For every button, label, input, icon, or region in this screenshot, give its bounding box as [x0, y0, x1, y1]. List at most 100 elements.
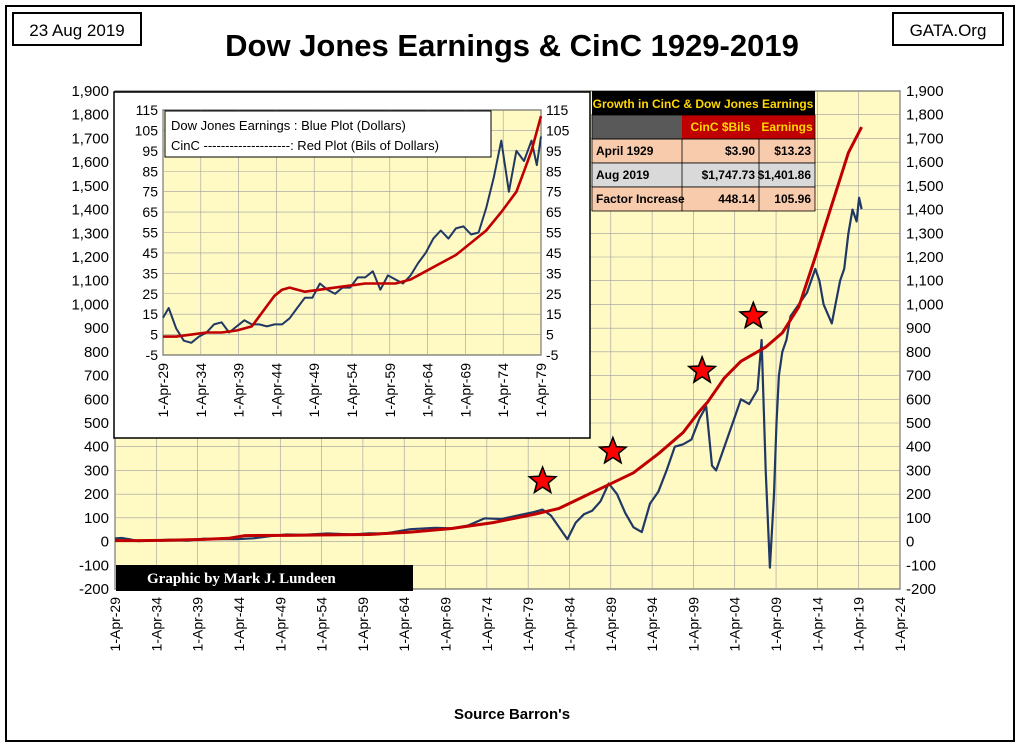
y-tick-label-left: -100 [79, 557, 109, 574]
chart-title: Dow Jones Earnings & CinC 1929-2019 [225, 28, 799, 63]
y-tick-label-right: 1,800 [906, 107, 944, 124]
y-tick-label-right: 1,200 [906, 249, 944, 266]
site-label: GATA.Org [892, 12, 1004, 46]
y-tick-label-left: 1,100 [71, 273, 109, 290]
x-tick-label: 1-Apr-09 [768, 597, 784, 652]
table-header-cinc-bg [682, 115, 759, 139]
x-tick-label: 1-Apr-49 [272, 597, 288, 652]
inset-y-tick-label-right: 75 [546, 184, 562, 200]
credit-text: Graphic by Mark J. Lundeen [147, 571, 336, 587]
table-header-earnings: Earnings [761, 120, 813, 134]
inset-y-tick-label-left: 45 [142, 245, 158, 261]
y-tick-label-right: 200 [906, 486, 931, 503]
x-tick-label: 1-Apr-79 [520, 597, 536, 652]
inset-y-tick-label-left: 55 [142, 225, 158, 241]
inset-x-tick-label: 1-Apr-74 [495, 363, 511, 418]
x-tick-label: 1-Apr-24 [892, 597, 908, 652]
inset-y-tick-label-right: -5 [546, 347, 559, 363]
inset-x-tick-label: 1-Apr-49 [306, 363, 322, 418]
table-row-label: Aug 2019 [596, 168, 650, 182]
inset-legend-cinc: CinC --------------------: Red Plot (Bil… [171, 138, 439, 153]
inset-y-tick-label-right: 35 [546, 265, 562, 281]
main-series-cinc [115, 126, 863, 543]
inset-y-tick-label-right: 85 [546, 163, 562, 179]
x-tick-label: 1-Apr-59 [355, 597, 371, 652]
inset-x-tick-label: 1-Apr-79 [533, 363, 549, 418]
inset-x-tick-label: 1-Apr-69 [457, 363, 473, 418]
table-row-label: April 1929 [596, 144, 654, 158]
y-tick-label-right: 100 [906, 510, 931, 527]
y-tick-label-right: 500 [906, 415, 931, 432]
y-tick-label-right: 1,300 [906, 225, 944, 242]
y-tick-label-left: 200 [84, 486, 109, 503]
y-tick-label-right: 1,400 [906, 202, 944, 219]
inset-y-tick-label-right: 15 [546, 306, 562, 322]
x-tick-label: 1-Apr-99 [685, 597, 701, 652]
x-tick-label: 1-Apr-94 [644, 597, 660, 652]
table-cell-earnings: $1,401.86 [758, 168, 812, 182]
inset-y-tick-label-right: 25 [546, 286, 562, 302]
inset-y-tick-label-left: -5 [146, 347, 159, 363]
inset-y-tick-label-left: 95 [142, 143, 158, 159]
y-tick-label-right: 900 [906, 320, 931, 337]
inset-x-tick-label: 1-Apr-29 [155, 363, 171, 418]
y-tick-label-right: 0 [906, 534, 914, 551]
inset-x-tick-label: 1-Apr-44 [268, 363, 284, 418]
y-tick-label-left: 1,800 [71, 107, 109, 124]
inset-x-tick-label: 1-Apr-34 [193, 363, 209, 418]
x-tick-label: 1-Apr-19 [851, 597, 867, 652]
y-tick-label-left: 300 [84, 462, 109, 479]
inset-y-tick-label-left: 5 [150, 327, 158, 343]
y-tick-label-right: 600 [906, 391, 931, 408]
inset-x-tick-label: 1-Apr-39 [231, 363, 247, 418]
y-tick-label-right: 400 [906, 439, 931, 456]
y-tick-label-left: 700 [84, 368, 109, 385]
y-tick-label-left: 800 [84, 344, 109, 361]
table-title: Growth in CinC & Dow Jones Earnings [593, 97, 814, 111]
y-tick-label-left: -200 [79, 581, 109, 598]
inset-y-tick-label-left: 35 [142, 265, 158, 281]
star-marker [527, 465, 558, 495]
y-tick-label-left: 100 [84, 510, 109, 527]
y-tick-label-right: 1,000 [906, 296, 944, 313]
table-header-blank [592, 115, 682, 139]
inset-series-earnings [162, 136, 542, 344]
y-tick-label-right: 1,700 [906, 130, 944, 147]
table-row [591, 138, 816, 164]
source-label: Source Barron's [453, 706, 571, 723]
inset-y-tick-label-right: 45 [546, 245, 562, 261]
table-cell-cinc: 448.14 [718, 192, 755, 206]
inset-y-tick-label-left: 65 [142, 204, 158, 220]
y-tick-label-left: 1,300 [71, 225, 109, 242]
inset-y-tick-label-left: 105 [135, 122, 159, 138]
x-tick-label: 1-Apr-34 [148, 597, 164, 652]
x-tick-label: 1-Apr-29 [107, 597, 123, 652]
inset-y-tick-label-left: 15 [142, 306, 158, 322]
inset-y-tick-label-right: 65 [546, 204, 562, 220]
y-tick-label-right: 800 [906, 344, 931, 361]
table-header-cinc: CinC $Bils [690, 120, 750, 134]
y-tick-label-left: 1,600 [71, 154, 109, 171]
credit-banner [116, 565, 413, 591]
y-tick-label-right: -100 [906, 557, 936, 574]
inset-y-tick-label-left: 75 [142, 184, 158, 200]
y-tick-label-right: 1,500 [906, 178, 944, 195]
inset-y-tick-label-left: 25 [142, 286, 158, 302]
x-tick-label: 1-Apr-74 [479, 597, 495, 652]
table-title-bg [592, 91, 815, 115]
y-tick-label-left: 1,200 [71, 249, 109, 266]
x-tick-label: 1-Apr-64 [396, 597, 412, 652]
y-tick-label-left: 1,900 [71, 83, 109, 100]
y-tick-label-right: -200 [906, 581, 936, 598]
date-label: 23 Aug 2019 [12, 12, 142, 46]
y-tick-label-left: 1,700 [71, 130, 109, 147]
x-tick-label: 1-Apr-39 [190, 597, 206, 652]
x-tick-label: 1-Apr-54 [314, 597, 330, 652]
y-tick-label-left: 900 [84, 320, 109, 337]
table-header-earnings-bg [759, 115, 815, 139]
inset-y-tick-label-right: 105 [546, 122, 570, 138]
inset-x-tick-label: 1-Apr-54 [344, 363, 360, 418]
y-tick-label-left: 600 [84, 391, 109, 408]
y-tick-label-left: 0 [101, 534, 109, 551]
